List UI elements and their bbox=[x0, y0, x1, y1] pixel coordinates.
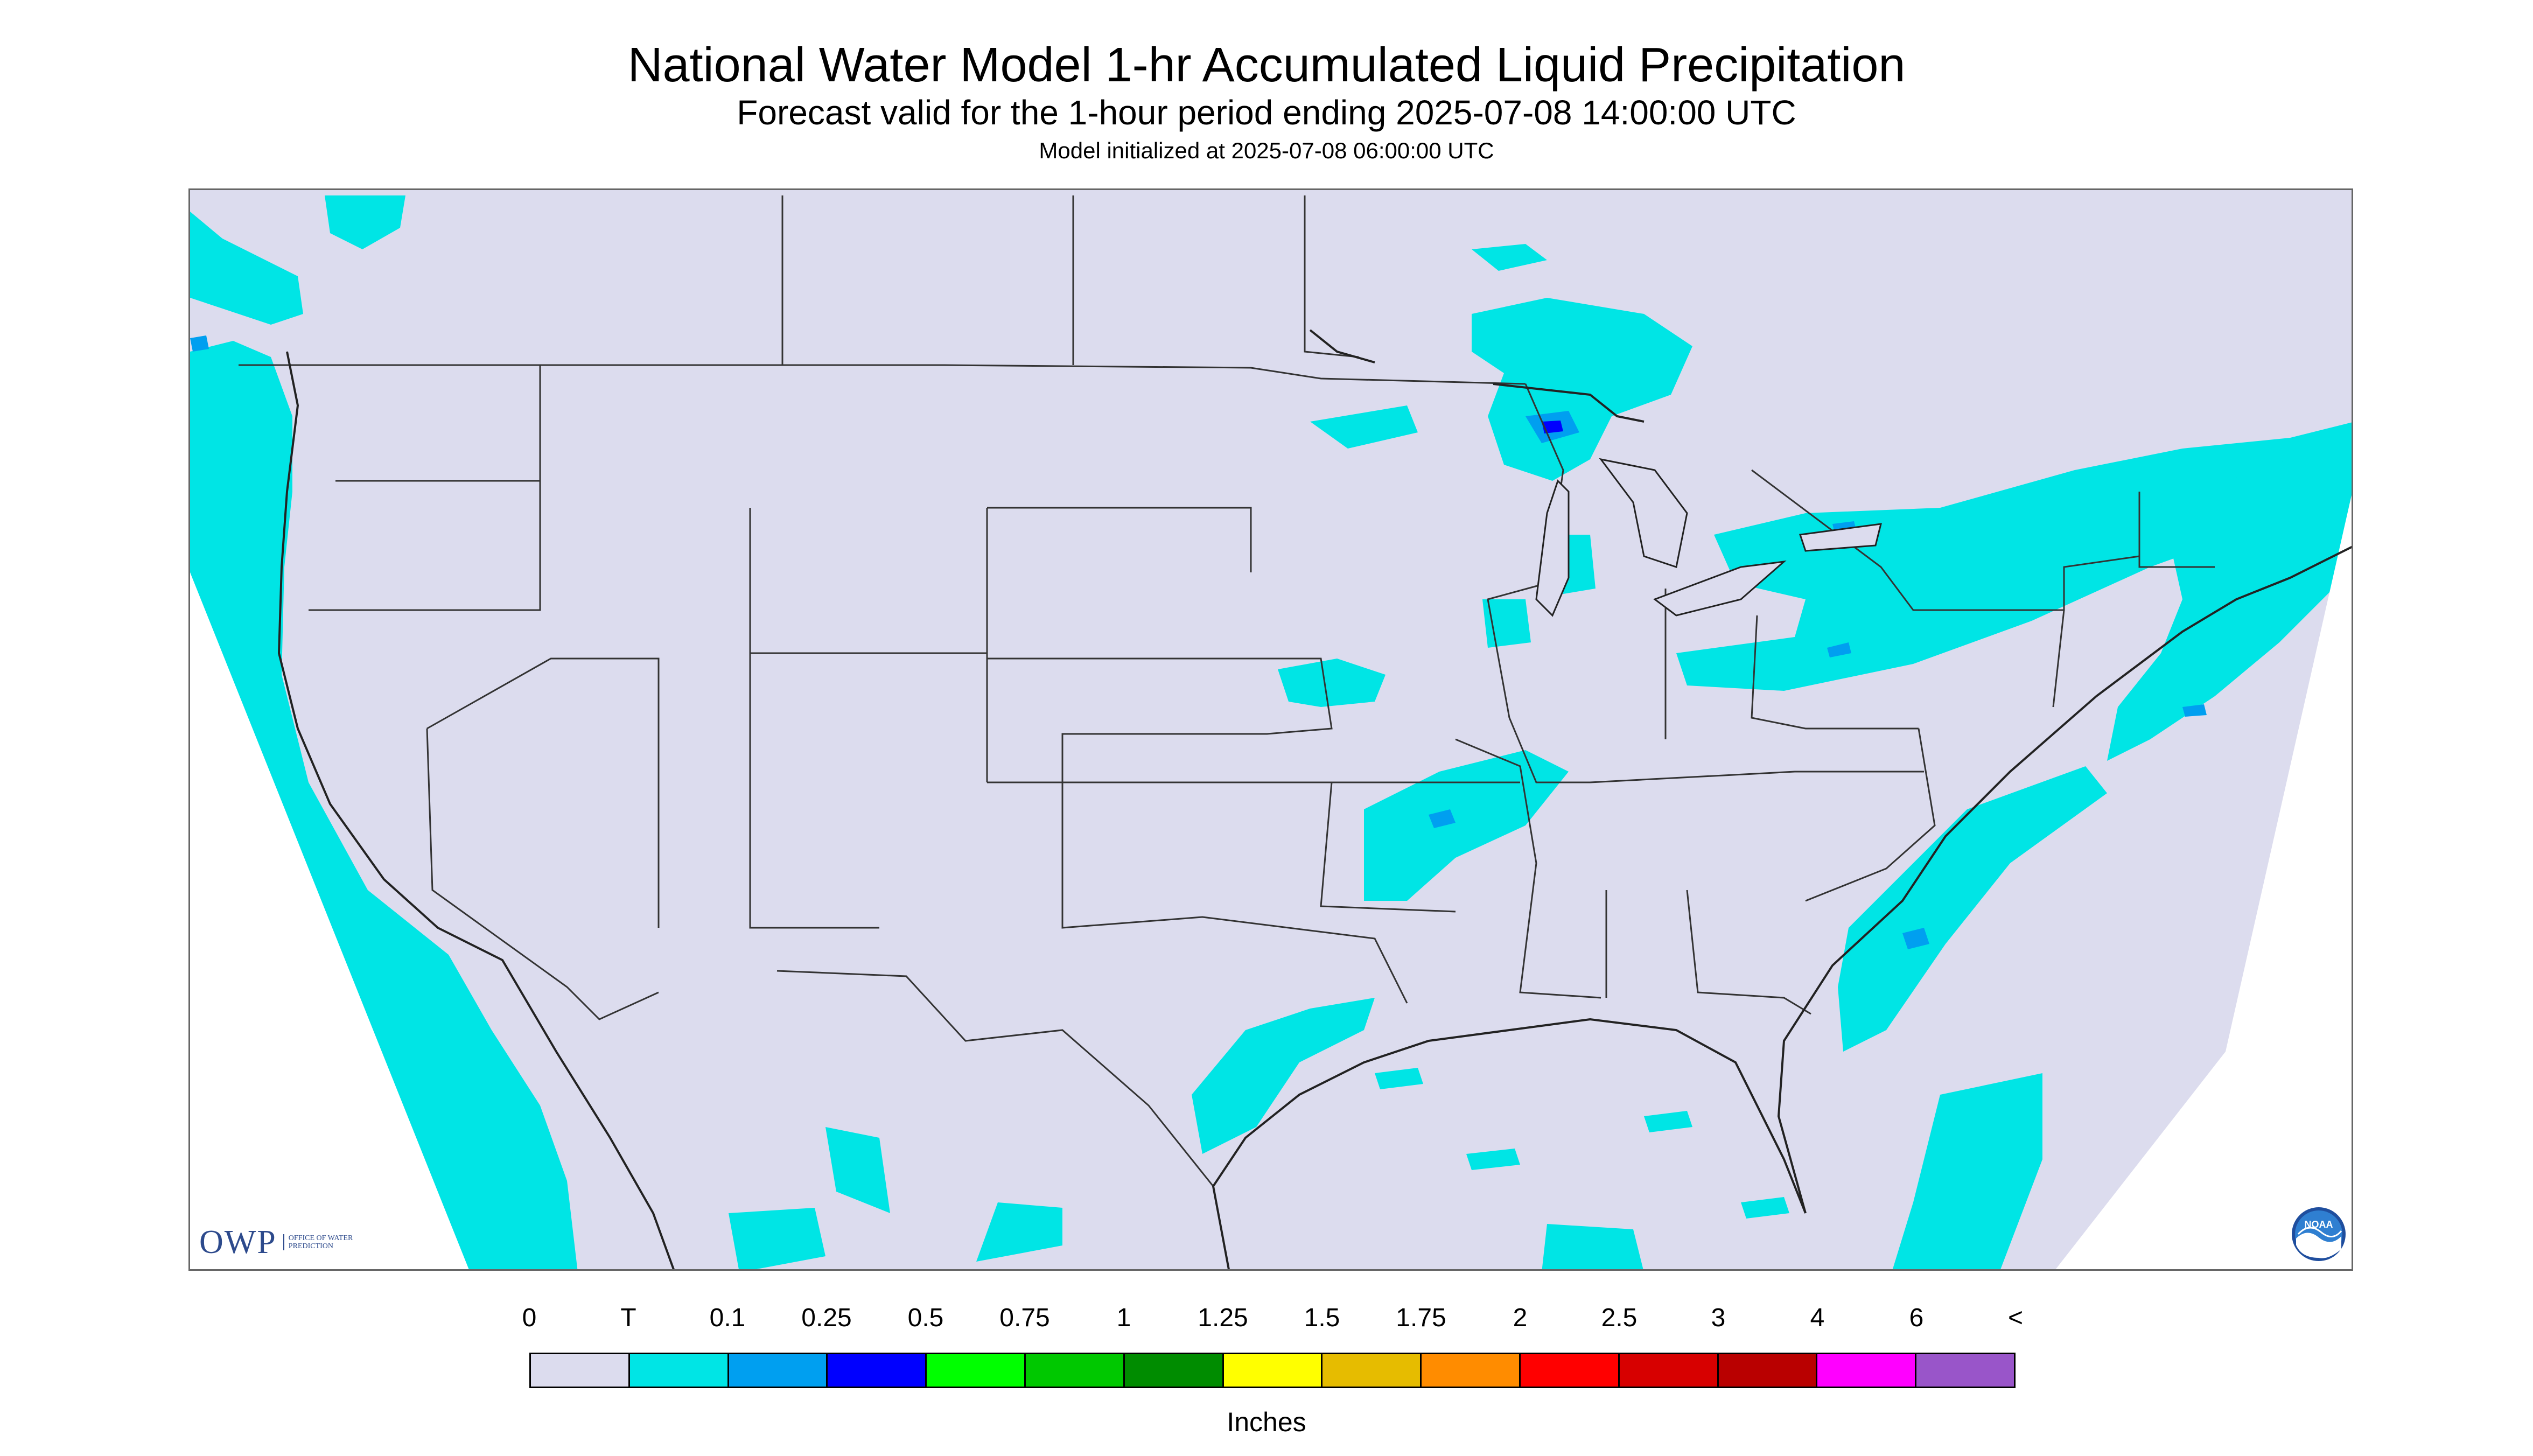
legend-tick-label: 0 bbox=[522, 1304, 537, 1332]
precip-superior-heavy bbox=[1542, 421, 1563, 433]
noaa-logo-text: NOAA bbox=[2305, 1219, 2333, 1230]
precip-wa-core bbox=[190, 335, 209, 352]
legend-swatch bbox=[729, 1354, 828, 1387]
lake-erie bbox=[1653, 560, 1787, 617]
precip-gulf-cells-3 bbox=[1644, 1111, 1692, 1132]
precipitation-map bbox=[188, 188, 2353, 1271]
legend-tick-label: 0.1 bbox=[709, 1304, 746, 1332]
lake-huron bbox=[1599, 458, 1688, 568]
precip-great-lakes-band bbox=[1676, 422, 2352, 691]
legend-swatch bbox=[1718, 1354, 1818, 1387]
owp-logo-mark: OWP bbox=[199, 1223, 277, 1261]
legend-swatch bbox=[1323, 1354, 1422, 1387]
lake-ontario bbox=[1799, 523, 1882, 552]
precip-carolina-core bbox=[1902, 928, 1929, 949]
legend-swatch bbox=[1025, 1354, 1125, 1387]
noaa-logo: NOAA bbox=[2292, 1207, 2346, 1261]
precip-mexico-1 bbox=[825, 1127, 890, 1213]
precip-canada-north bbox=[1472, 244, 1547, 271]
legend-tick-label: < bbox=[2007, 1304, 2024, 1332]
precip-pa-core bbox=[1827, 642, 1851, 657]
legend-tick-label: 2.5 bbox=[1601, 1304, 1638, 1332]
precip-fl-cells bbox=[1741, 1197, 1789, 1219]
legend-tick-label: 3 bbox=[1711, 1304, 1726, 1332]
legend-tick-label: 1.75 bbox=[1396, 1304, 1446, 1332]
map-title: National Water Model 1-hr Accumulated Li… bbox=[627, 38, 1906, 92]
legend-swatch bbox=[1916, 1354, 2014, 1387]
precip-yucatan bbox=[1542, 1224, 1644, 1269]
legend-tick-label: 6 bbox=[1909, 1304, 1924, 1332]
precip-carolina-offshore bbox=[1838, 766, 2107, 1052]
great-lakes bbox=[1535, 458, 1882, 617]
legend-tick-label: 1.25 bbox=[1198, 1304, 1248, 1332]
lake-michigan bbox=[1535, 479, 1570, 617]
precip-new-england bbox=[2107, 459, 2352, 761]
legend-tick-label: T bbox=[620, 1304, 636, 1332]
precip-atlantic-south bbox=[1892, 1073, 2042, 1269]
legend-swatch bbox=[927, 1354, 1026, 1387]
coastlines bbox=[277, 329, 2352, 1269]
precip-gulf-cells-2 bbox=[1466, 1149, 1520, 1170]
precip-mexico-2 bbox=[976, 1202, 1062, 1262]
precip-mexico-3 bbox=[729, 1208, 825, 1269]
legend-tick-label: 0.25 bbox=[801, 1304, 852, 1332]
legend-swatch bbox=[1619, 1354, 1719, 1387]
legend-swatch bbox=[1223, 1354, 1323, 1387]
precip-areas bbox=[190, 195, 2352, 1269]
legend-tick-label: 0.75 bbox=[999, 1304, 1050, 1332]
legend-swatch bbox=[828, 1354, 927, 1387]
legend-swatch bbox=[1422, 1354, 1521, 1387]
legend-tick-label: 4 bbox=[1810, 1304, 1825, 1332]
owp-logo-text: OFFICE OF WATER PREDICTION bbox=[283, 1234, 375, 1250]
map-canvas bbox=[190, 190, 2352, 1269]
init-time-label: Model initialized at 2025-07-08 06:00:00… bbox=[1039, 138, 1494, 163]
legend-tick-label: 1.5 bbox=[1304, 1304, 1340, 1332]
legend-color-bar bbox=[529, 1353, 2016, 1388]
precip-nw-cells bbox=[325, 195, 405, 249]
map-subtitle: Forecast valid for the 1-hour period end… bbox=[737, 93, 1796, 132]
legend-swatch bbox=[531, 1354, 630, 1387]
precip-west-coast bbox=[190, 341, 578, 1269]
precip-iowa bbox=[1278, 659, 1386, 707]
precip-lake-superior bbox=[1472, 298, 1692, 481]
precip-bc-coast bbox=[190, 212, 303, 325]
legend-swatch bbox=[1520, 1354, 1620, 1387]
precip-mn-cells bbox=[1310, 405, 1418, 449]
legend-swatch bbox=[1817, 1354, 1917, 1387]
legend-labels: 0 T 0.1 0.25 0.5 0.75 1 1.25 1.5 1.75 2 2.5 3 4 6 < bbox=[0, 1303, 2533, 1341]
legend-unit-label: Inches bbox=[1227, 1407, 1306, 1437]
legend-swatch bbox=[1124, 1354, 1224, 1387]
legend-tick-label: 0.5 bbox=[907, 1304, 944, 1332]
owp-logo: OWP OFFICE OF WATER PREDICTION bbox=[199, 1223, 375, 1261]
legend-swatch bbox=[629, 1354, 729, 1387]
precip-ar-core bbox=[1429, 809, 1456, 828]
precip-missouri-arkansas bbox=[1364, 750, 1569, 901]
legend-tick-label: 2 bbox=[1513, 1304, 1528, 1332]
precip-gulf-cells bbox=[1375, 1068, 1423, 1089]
legend-tick-label: 1 bbox=[1116, 1304, 1131, 1332]
precip-texas-coast bbox=[1192, 998, 1375, 1154]
precip-ne-core bbox=[2182, 704, 2207, 717]
